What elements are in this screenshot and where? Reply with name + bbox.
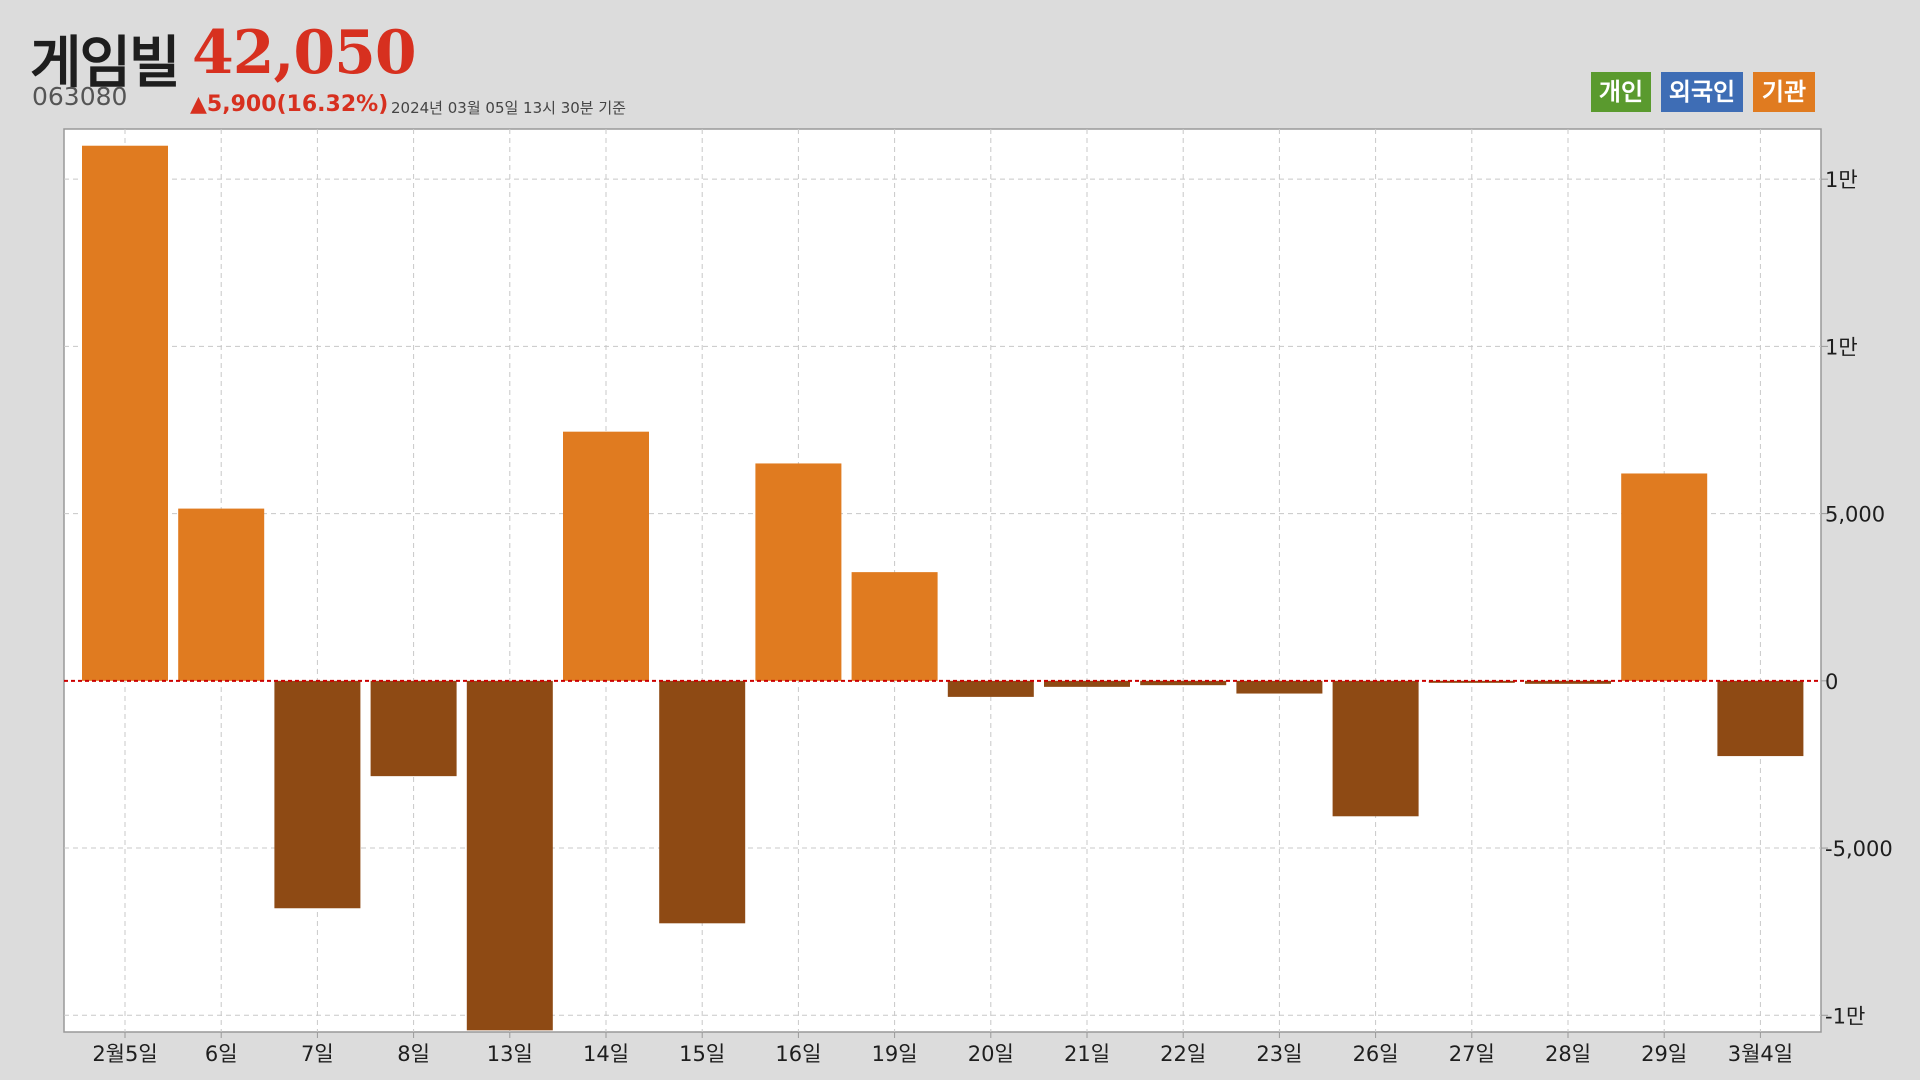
bar-15일[interactable] xyxy=(659,680,746,924)
x-tick-label: 13일 xyxy=(487,1042,533,1066)
y-tick-label: 0 xyxy=(1825,670,1838,694)
legend-individual-button[interactable]: 개인 xyxy=(1591,72,1651,112)
timestamp: 2024년 03월 05일 13시 30분 기준 xyxy=(391,99,626,117)
x-tick-label: 23일 xyxy=(1256,1042,1302,1066)
x-tick-label: 28일 xyxy=(1545,1042,1591,1066)
bar-13일[interactable] xyxy=(466,680,553,1031)
x-axis-ticks: 2월5일 6일 7일 8일 13일 14일 15일 16일 19일 20일 21일 22일 23일 26일… xyxy=(92,1032,1793,1066)
x-tick-label: 3월4일 xyxy=(1728,1042,1793,1066)
x-tick-label: 6일 xyxy=(205,1042,238,1066)
y-tick-label: 1만 xyxy=(1825,335,1858,359)
y-tick-label: 1만 xyxy=(1825,168,1858,192)
x-tick-label: 2월5일 xyxy=(92,1042,157,1066)
x-tick-label: 21일 xyxy=(1064,1042,1110,1066)
y-axis-ticks: 1만 1만 5,000 0 -5,000 -1만 xyxy=(1821,168,1893,1028)
bar-26일[interactable] xyxy=(1332,680,1419,817)
y-tick-label: -1만 xyxy=(1825,1004,1865,1028)
bar-16일[interactable] xyxy=(755,463,842,681)
x-tick-label: 16일 xyxy=(775,1042,821,1066)
bar-22일[interactable] xyxy=(1140,680,1227,686)
x-tick-label: 27일 xyxy=(1449,1042,1495,1066)
x-tick-label: 29일 xyxy=(1641,1042,1687,1066)
stock-name: 게임빌 xyxy=(30,31,181,96)
bar-6일[interactable] xyxy=(178,508,265,681)
bar-2월5일[interactable] xyxy=(82,145,168,681)
bar-20일[interactable] xyxy=(947,680,1034,697)
current-price: 42,050 xyxy=(192,18,417,88)
y-tick-label: -5,000 xyxy=(1825,837,1893,861)
bar-14일[interactable] xyxy=(563,431,649,681)
x-tick-label: 19일 xyxy=(872,1042,918,1066)
bars xyxy=(82,145,1804,1031)
bar-23일[interactable] xyxy=(1236,680,1323,694)
x-tick-label: 22일 xyxy=(1160,1042,1206,1066)
legend-institution-button[interactable]: 기관 xyxy=(1753,72,1815,112)
legend-foreign-button[interactable]: 외국인 xyxy=(1661,72,1743,112)
bar-3월4일[interactable] xyxy=(1717,680,1804,757)
bar-21일[interactable] xyxy=(1044,680,1130,687)
bar-19일[interactable] xyxy=(851,572,938,681)
x-tick-label: 7일 xyxy=(301,1042,334,1066)
x-tick-label: 26일 xyxy=(1353,1042,1399,1066)
stock-code: 063080 xyxy=(32,82,128,111)
x-tick-label: 15일 xyxy=(679,1042,725,1066)
chart-header: 게임빌 063080 42,050 ▲5,900(16.32%) 2024년 0… xyxy=(0,0,1920,128)
bar-29일[interactable] xyxy=(1621,473,1708,681)
y-tick-label: 5,000 xyxy=(1825,503,1885,527)
x-tick-label: 20일 xyxy=(968,1042,1014,1066)
price-change: ▲5,900(16.32%) xyxy=(190,92,389,117)
x-tick-label: 8일 xyxy=(397,1042,430,1066)
x-tick-label: 14일 xyxy=(583,1042,629,1066)
bar-7일[interactable] xyxy=(274,680,361,909)
bar-8일[interactable] xyxy=(370,680,457,777)
bar-28일[interactable] xyxy=(1525,680,1611,684)
